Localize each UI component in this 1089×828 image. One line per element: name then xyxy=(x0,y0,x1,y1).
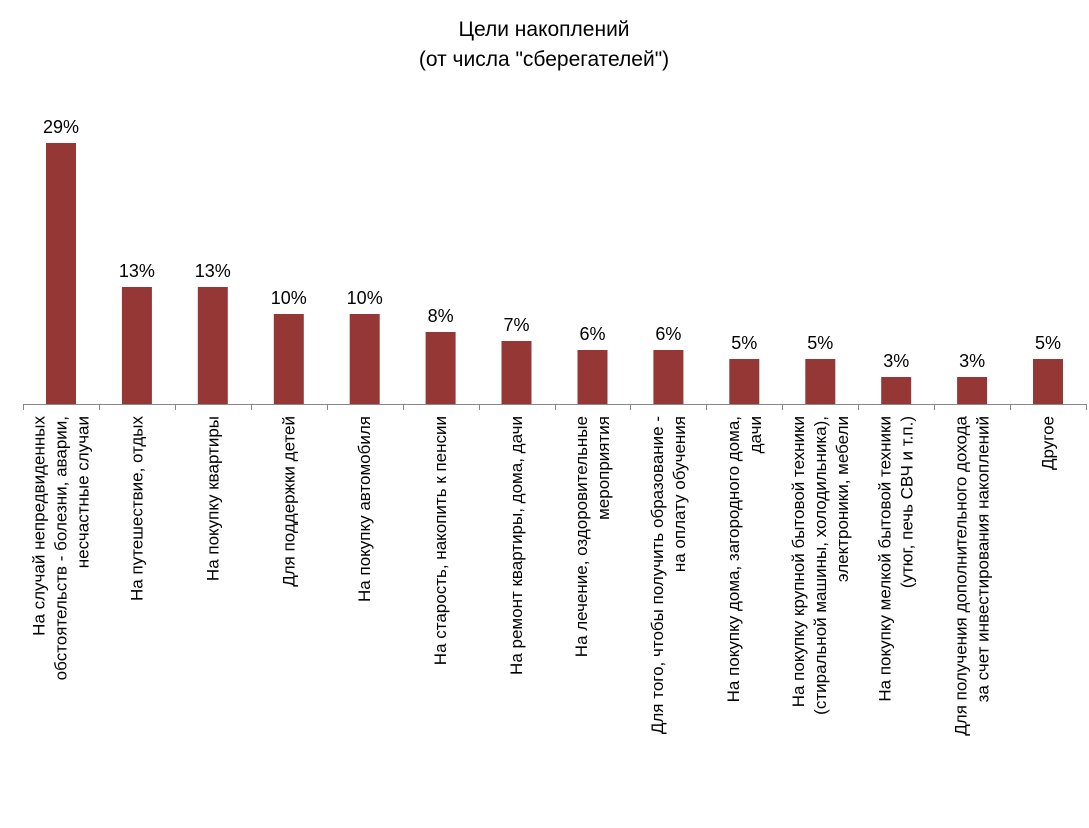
bar xyxy=(121,287,152,404)
category-label: На покупку мелкой бытовой техники (утюг, … xyxy=(876,416,917,702)
category-label: Для получения дополнительного дохода за с… xyxy=(952,415,993,735)
category-label-line: Для того, чтобы получить образование - xyxy=(648,416,667,734)
value-label: 5% xyxy=(731,333,757,353)
category-label-line: электроники, мебели xyxy=(833,416,852,582)
category-label-line: На покупку дома, загородного дома, xyxy=(724,416,743,702)
bar xyxy=(577,350,608,404)
bar xyxy=(805,359,836,404)
category-label-line: Для получения дополнительного дохода xyxy=(952,415,971,735)
bars-group xyxy=(46,143,1063,404)
category-label: На покупку автомобиля xyxy=(355,416,374,602)
value-label: 3% xyxy=(883,351,909,371)
bar xyxy=(349,314,380,404)
category-labels-group: На случай непредвиденных обстоятельств - … xyxy=(30,415,1058,735)
category-label-line: Другое xyxy=(1039,416,1058,470)
category-label-line: На случай непредвиденных xyxy=(30,416,49,636)
chart-subtitle: (от числа "сберегателей") xyxy=(419,48,669,71)
bar xyxy=(273,314,304,404)
bar xyxy=(881,377,912,404)
value-labels-group: 29% 13% 13% 10% 10% 8% 7% 6% 6% 5% 5% 3% 3% 5% xyxy=(43,117,1061,371)
bar xyxy=(425,332,456,404)
bar xyxy=(1033,359,1063,404)
category-label-line: обстоятельств - болезни, аварии, xyxy=(52,416,71,680)
bar xyxy=(957,377,988,404)
value-label: 5% xyxy=(807,333,833,353)
category-label: На лечение, оздоровительные мероприятия xyxy=(572,416,613,657)
bar xyxy=(501,341,532,404)
category-label-line: дачи xyxy=(746,416,765,453)
category-label-line: На покупку крупной бытовой техники xyxy=(789,416,808,707)
category-label-line: мероприятия xyxy=(594,416,613,520)
category-label: На ремонт квартиры, дома, дачи xyxy=(507,416,526,675)
category-label-line: На старость, накопить к пенсии xyxy=(431,416,450,665)
category-label: Для того, чтобы получить образование - на… xyxy=(648,416,689,734)
bar xyxy=(46,143,76,404)
bar xyxy=(653,350,684,404)
category-label: Другое xyxy=(1039,416,1058,470)
category-label-line: На ремонт квартиры, дома, дачи xyxy=(507,416,526,675)
category-label-line: На покупку мелкой бытовой техники xyxy=(876,416,895,702)
category-label: На покупку крупной бытовой техники (стира… xyxy=(789,416,852,715)
chart-title: Цели накоплений xyxy=(458,18,629,41)
category-label-line: На покупку квартиры xyxy=(203,416,222,581)
category-label-line: На покупку автомобиля xyxy=(355,416,374,602)
category-label: Для поддержки детей xyxy=(279,416,298,587)
value-label: 3% xyxy=(959,351,985,371)
category-label-line: за счет инвестирования накоплений xyxy=(974,416,993,702)
category-label-line: На лечение, оздоровительные xyxy=(572,416,591,657)
bar xyxy=(197,287,228,404)
category-label: На случай непредвиденных обстоятельств - … xyxy=(30,416,93,681)
category-label-line: (стиральной машины, холодильника), xyxy=(811,416,830,715)
value-label: 6% xyxy=(579,324,605,344)
category-label: На путешествие, отдых xyxy=(127,416,146,601)
category-label: На старость, накопить к пенсии xyxy=(431,416,450,665)
category-label: На покупку квартиры xyxy=(203,416,222,581)
x-axis xyxy=(23,404,1087,410)
value-label: 13% xyxy=(119,261,155,281)
category-label-line: (утюг, печь СВЧ и т.п.) xyxy=(898,416,917,588)
value-label: 6% xyxy=(655,324,681,344)
category-label-line: на оплату обучения xyxy=(670,416,689,572)
value-label: 10% xyxy=(347,288,383,308)
category-label: На покупку дома, загородного дома, дачи xyxy=(724,416,765,702)
category-label-line: несчастные случаи xyxy=(74,416,93,568)
value-label: 29% xyxy=(43,117,79,137)
value-label: 5% xyxy=(1035,333,1061,353)
value-label: 7% xyxy=(503,315,529,335)
value-label: 10% xyxy=(271,288,307,308)
category-label-line: Для поддержки детей xyxy=(279,416,298,587)
value-label: 8% xyxy=(428,306,454,326)
value-label: 13% xyxy=(195,261,231,281)
category-label-line: На путешествие, отдых xyxy=(127,416,146,601)
bar xyxy=(729,359,760,404)
